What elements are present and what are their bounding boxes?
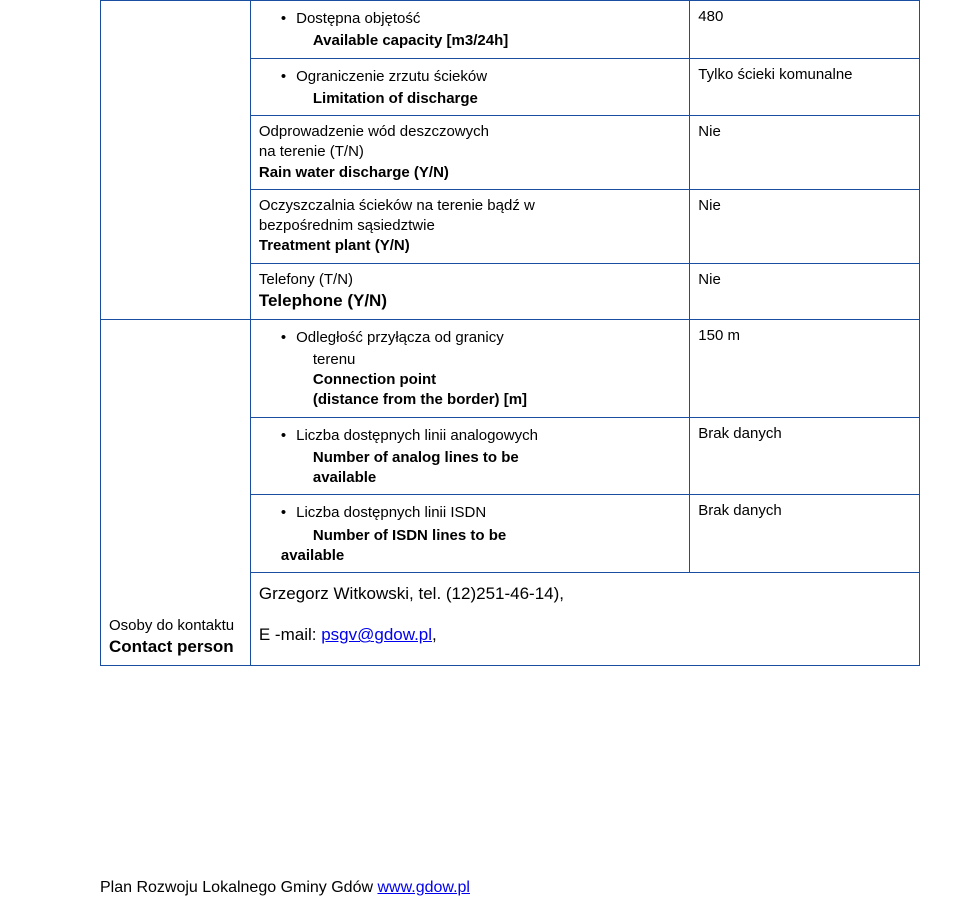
cell-isdn: Liczba dostępnych linii ISDN Number of I… xyxy=(250,495,689,573)
connection-sub: terenu xyxy=(259,350,681,370)
cell-limitation: Ograniczenie zrzutu ścieków Limitation o… xyxy=(250,58,689,116)
rainwater-pl1: Odprowadzenie wód deszczowych xyxy=(259,122,681,142)
cell-telephone: Telefony (T/N) Telephone (Y/N) xyxy=(250,263,689,319)
cell-contact-body: Grzegorz Witkowski, tel. (12)251-46-14),… xyxy=(250,573,919,666)
left-contact-label: Osoby do kontaktu Contact person xyxy=(101,319,251,665)
cell-treatment-value: Nie xyxy=(690,189,920,263)
treatment-en: Treatment plant (Y/N) xyxy=(259,236,681,256)
contact-label-en: Contact person xyxy=(109,636,242,659)
email-link[interactable]: psgv@gdow.pl xyxy=(321,625,432,644)
cell-rainwater-value: Nie xyxy=(690,116,920,190)
contact-email-line: E -mail: psgv@gdow.pl, xyxy=(259,624,911,647)
email-prefix: E -mail: xyxy=(259,625,321,644)
footer-text: Plan Rozwoju Lokalnego Gminy Gdów xyxy=(100,879,377,896)
data-table: Dostępna objętość Available capacity [m3… xyxy=(100,0,920,666)
capacity-pl: Dostępna objętość xyxy=(259,9,681,29)
connection-pl: Odległość przyłącza od granicy xyxy=(259,328,681,348)
capacity-en: Available capacity [m3/24h] xyxy=(259,31,681,51)
cell-connection-value: 150 m xyxy=(690,319,920,417)
rainwater-en: Rain water discharge (Y/N) xyxy=(259,163,681,183)
footer-line: Plan Rozwoju Lokalnego Gminy Gdów www.gd… xyxy=(100,879,470,897)
footer-link[interactable]: www.gdow.pl xyxy=(377,879,470,896)
limitation-pl: Ograniczenie zrzutu ścieków xyxy=(259,67,681,87)
rainwater-pl2: na terenie (T/N) xyxy=(259,142,681,162)
isdn-en1: Number of ISDN lines to be xyxy=(259,526,681,546)
connection-en1: Connection point xyxy=(259,370,681,390)
connection-en2: (distance from the border) [m] xyxy=(259,390,681,410)
cell-capacity-value: 480 xyxy=(690,1,920,59)
isdn-pl: Liczba dostępnych linii ISDN xyxy=(259,503,681,523)
cell-analog-value: Brak danych xyxy=(690,417,920,495)
contact-name-line: Grzegorz Witkowski, tel. (12)251-46-14), xyxy=(259,583,911,606)
analog-pl: Liczba dostępnych linii analogowych xyxy=(259,426,681,446)
telephone-pl: Telefony (T/N) xyxy=(259,270,681,290)
cell-isdn-value: Brak danych xyxy=(690,495,920,573)
treatment-pl1: Oczyszczalnia ścieków na terenie bądź w xyxy=(259,196,681,216)
cell-connection: Odległość przyłącza od granicy terenu Co… xyxy=(250,319,689,417)
email-suffix: , xyxy=(432,625,437,644)
cell-capacity: Dostępna objętość Available capacity [m3… xyxy=(250,1,689,59)
treatment-pl2: bezpośrednim sąsiedztwie xyxy=(259,216,681,236)
cell-telephone-value: Nie xyxy=(690,263,920,319)
cell-limitation-value: Tylko ścieki komunalne xyxy=(690,58,920,116)
isdn-en2: available xyxy=(259,546,681,566)
limitation-en: Limitation of discharge xyxy=(259,89,681,109)
cell-analog: Liczba dostępnych linii analogowych Numb… xyxy=(250,417,689,495)
analog-en1: Number of analog lines to be xyxy=(259,448,681,468)
left-spacer-1 xyxy=(101,1,251,320)
cell-treatment: Oczyszczalnia ścieków na terenie bądź w … xyxy=(250,189,689,263)
telephone-en: Telephone (Y/N) xyxy=(259,290,681,313)
analog-en2: available xyxy=(259,468,681,488)
contact-label-pl: Osoby do kontaktu xyxy=(109,616,242,636)
cell-rainwater: Odprowadzenie wód deszczowych na terenie… xyxy=(250,116,689,190)
